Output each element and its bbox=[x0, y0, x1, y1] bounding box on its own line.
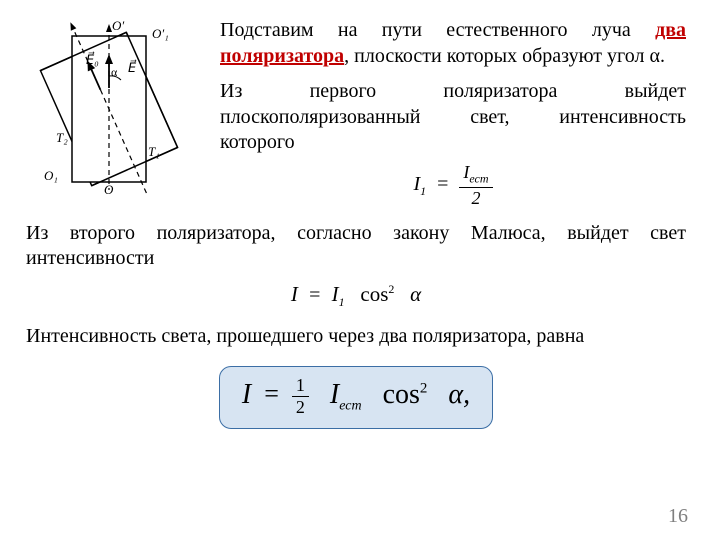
f3-Iest: I bbox=[330, 378, 339, 409]
f3-sup: 2 bbox=[420, 380, 428, 396]
f2-sup: 2 bbox=[388, 282, 394, 296]
label-O-bottom: O bbox=[104, 182, 114, 194]
p2-line3: которого bbox=[220, 130, 686, 156]
paragraph-4: Интенсивность света, прошедшего через дв… bbox=[26, 324, 686, 350]
p1-text-a: Подставим на пути естественного луча bbox=[220, 19, 655, 41]
f2-I: I bbox=[291, 282, 298, 306]
f2-cos: cos bbox=[360, 282, 388, 306]
f1-num-sub: ест bbox=[469, 172, 488, 186]
label-O-top: O′ bbox=[112, 18, 124, 33]
f3-Iest-sub: ест bbox=[339, 398, 361, 413]
paragraph-1: Подставим на пути естественного луча два… bbox=[220, 18, 686, 69]
formula-2: I = I1 cos2 α bbox=[26, 282, 686, 310]
formula-1: I1 = Iест 2 bbox=[220, 162, 686, 209]
paragraph-2: Из первого поляризатора выйдет плоскопол… bbox=[220, 79, 686, 156]
f3-I: I bbox=[242, 378, 251, 409]
p2-line1: Из первого поляризатора выйдет bbox=[220, 79, 686, 105]
f2-I1: I bbox=[332, 282, 339, 306]
paragraph-3: Из второго поляризатора, согласно закону… bbox=[26, 221, 686, 272]
f3-alpha: α, bbox=[448, 378, 470, 409]
f1-den: 2 bbox=[459, 187, 492, 209]
label-E0: E⃗₀ bbox=[86, 52, 99, 67]
f2-alpha: α bbox=[410, 282, 421, 306]
f3-den: 2 bbox=[292, 396, 309, 418]
label-T1: T₁ bbox=[148, 144, 160, 159]
label-O1-top: O′₁ bbox=[152, 26, 169, 41]
label-O1-bottom: O₁ bbox=[44, 168, 58, 183]
result-formula-callout: I = 1 2 Iест cos2 α, bbox=[219, 366, 493, 429]
p2-line2: плоскополяризованный свет, интенсивность bbox=[220, 105, 686, 131]
label-E: E⃗ bbox=[128, 60, 137, 75]
label-alpha: α bbox=[111, 65, 118, 79]
f3-num: 1 bbox=[292, 375, 309, 396]
p1-text-b: , плоскости которых образуют угол α. bbox=[344, 45, 665, 67]
label-T2: T₂ bbox=[56, 130, 68, 145]
page-number: 16 bbox=[668, 505, 688, 528]
f3-cos: cos bbox=[383, 378, 420, 409]
polarizer-diagram: O′ O O′₁ O₁ E⃗₀ E⃗ α T₁ T₂ bbox=[26, 18, 202, 194]
f1-sub1: 1 bbox=[420, 184, 426, 198]
f2-I1-sub: 1 bbox=[339, 295, 345, 309]
